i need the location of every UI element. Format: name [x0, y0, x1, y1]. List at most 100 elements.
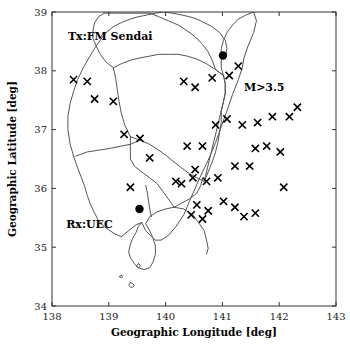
x-tick-label: 141: [213, 311, 232, 322]
epicenter-marker: [136, 135, 143, 142]
epicenter-marker: [203, 178, 210, 185]
boundary-line: [204, 76, 225, 182]
x-tick: [336, 12, 337, 16]
epicenter-marker: [184, 142, 191, 149]
epicenter-marker: [220, 198, 227, 205]
x-tick-label: 142: [270, 311, 289, 322]
annotation: Rx:UEC: [66, 218, 113, 231]
x-tick: [52, 302, 53, 306]
epicenter-marker: [127, 184, 134, 191]
y-tick: [52, 188, 56, 189]
y-tick-label: 37: [34, 124, 47, 135]
y-tick: [52, 306, 56, 307]
epicenter-marker: [199, 142, 206, 149]
y-tick: [332, 247, 336, 248]
x-axis-label: Geographic Longitude [deg]: [111, 326, 277, 338]
plot-frame: [52, 12, 336, 306]
y-tick: [52, 70, 56, 71]
epicenter-marker: [294, 104, 301, 111]
epicenter-marker: [214, 174, 221, 181]
epicenter-marker: [235, 62, 242, 69]
boundary-line: [121, 223, 141, 237]
epicenter-marker: [84, 78, 91, 85]
x-tick: [52, 12, 53, 16]
epicenter-marker: [252, 145, 259, 152]
epicenter-marker: [252, 209, 259, 216]
epicenter-marker: [263, 142, 270, 149]
epicenter-marker: [192, 166, 199, 173]
epicenter-marker: [212, 121, 219, 128]
chart: Tx:FM Sendai Rx:UEC M>3.5 138 139 140 141 142 14…: [0, 0, 350, 348]
epicenter-marker: [254, 119, 261, 126]
epicenter-marker: [231, 204, 238, 211]
y-tick: [52, 247, 56, 248]
x-tick: [165, 12, 166, 16]
x-tick: [165, 302, 166, 306]
annotation: M>3.5: [244, 81, 285, 94]
boundary-line: [68, 12, 165, 156]
y-tick: [332, 188, 336, 189]
epicenter-marker: [110, 98, 117, 105]
boundary-line: [221, 12, 253, 111]
x-tick: [108, 302, 109, 306]
annotation: Tx:FM Sendai: [68, 30, 153, 43]
station-marker: [135, 205, 143, 213]
y-tick: [332, 12, 336, 13]
plot-area: [68, 12, 301, 287]
y-tick: [332, 70, 336, 71]
boundary-line: [130, 137, 204, 182]
epicenter-marker: [146, 154, 153, 161]
boundary-line: [119, 275, 123, 277]
boundary-line: [113, 68, 130, 137]
x-tick: [222, 302, 223, 306]
x-tick: [336, 302, 337, 306]
y-tick-label: 38: [34, 65, 47, 76]
epicenter-marker: [286, 113, 293, 120]
epicenter-marker: [193, 201, 200, 208]
y-tick-label: 36: [34, 183, 47, 194]
epicenter-marker: [192, 84, 199, 91]
y-tick: [332, 306, 336, 307]
x-tick-label: 143: [326, 311, 345, 322]
y-tick-label: 34: [34, 301, 47, 312]
epicenter-marker: [199, 215, 206, 222]
epicenter-marker: [91, 95, 98, 102]
plot-background: [52, 12, 336, 306]
epicenter-marker: [70, 76, 77, 83]
epicenter-marker: [240, 213, 247, 220]
boundary-line: [130, 137, 174, 208]
boundary-line: [129, 207, 209, 269]
epicenter-marker: [246, 162, 253, 169]
y-tick: [52, 12, 56, 13]
epicenter-marker: [280, 184, 287, 191]
boundary-line: [164, 12, 226, 58]
y-tick: [332, 129, 336, 130]
epicenter-marker: [189, 174, 196, 181]
x-tick: [279, 12, 280, 16]
epicenter-marker: [188, 211, 195, 218]
x-tick: [222, 12, 223, 16]
boundary-line: [136, 264, 140, 268]
epicenter-marker: [121, 131, 128, 138]
boundary-line: [146, 185, 152, 216]
x-tick-label: 138: [42, 311, 61, 322]
station-marker: [219, 51, 227, 59]
epicenter-marker: [226, 72, 233, 79]
epicenter-marker: [209, 74, 216, 81]
y-tick: [52, 129, 56, 130]
y-tick-label: 35: [34, 242, 47, 253]
epicenter-marker: [231, 162, 238, 169]
x-tick: [279, 302, 280, 306]
x-tick-label: 140: [156, 311, 175, 322]
x-tick-label: 139: [99, 311, 118, 322]
epicenter-marker: [239, 121, 246, 128]
boundary-line: [150, 13, 224, 75]
boundary-line: [129, 282, 135, 287]
epicenter-marker: [205, 207, 212, 214]
epicenter-marker: [277, 148, 284, 155]
epicenter-marker: [269, 113, 276, 120]
epicenter-marker: [180, 78, 187, 85]
x-tick: [108, 12, 109, 16]
boundary-line: [104, 13, 149, 14]
y-axis-label: Geographic Latitude [deg]: [6, 81, 18, 237]
